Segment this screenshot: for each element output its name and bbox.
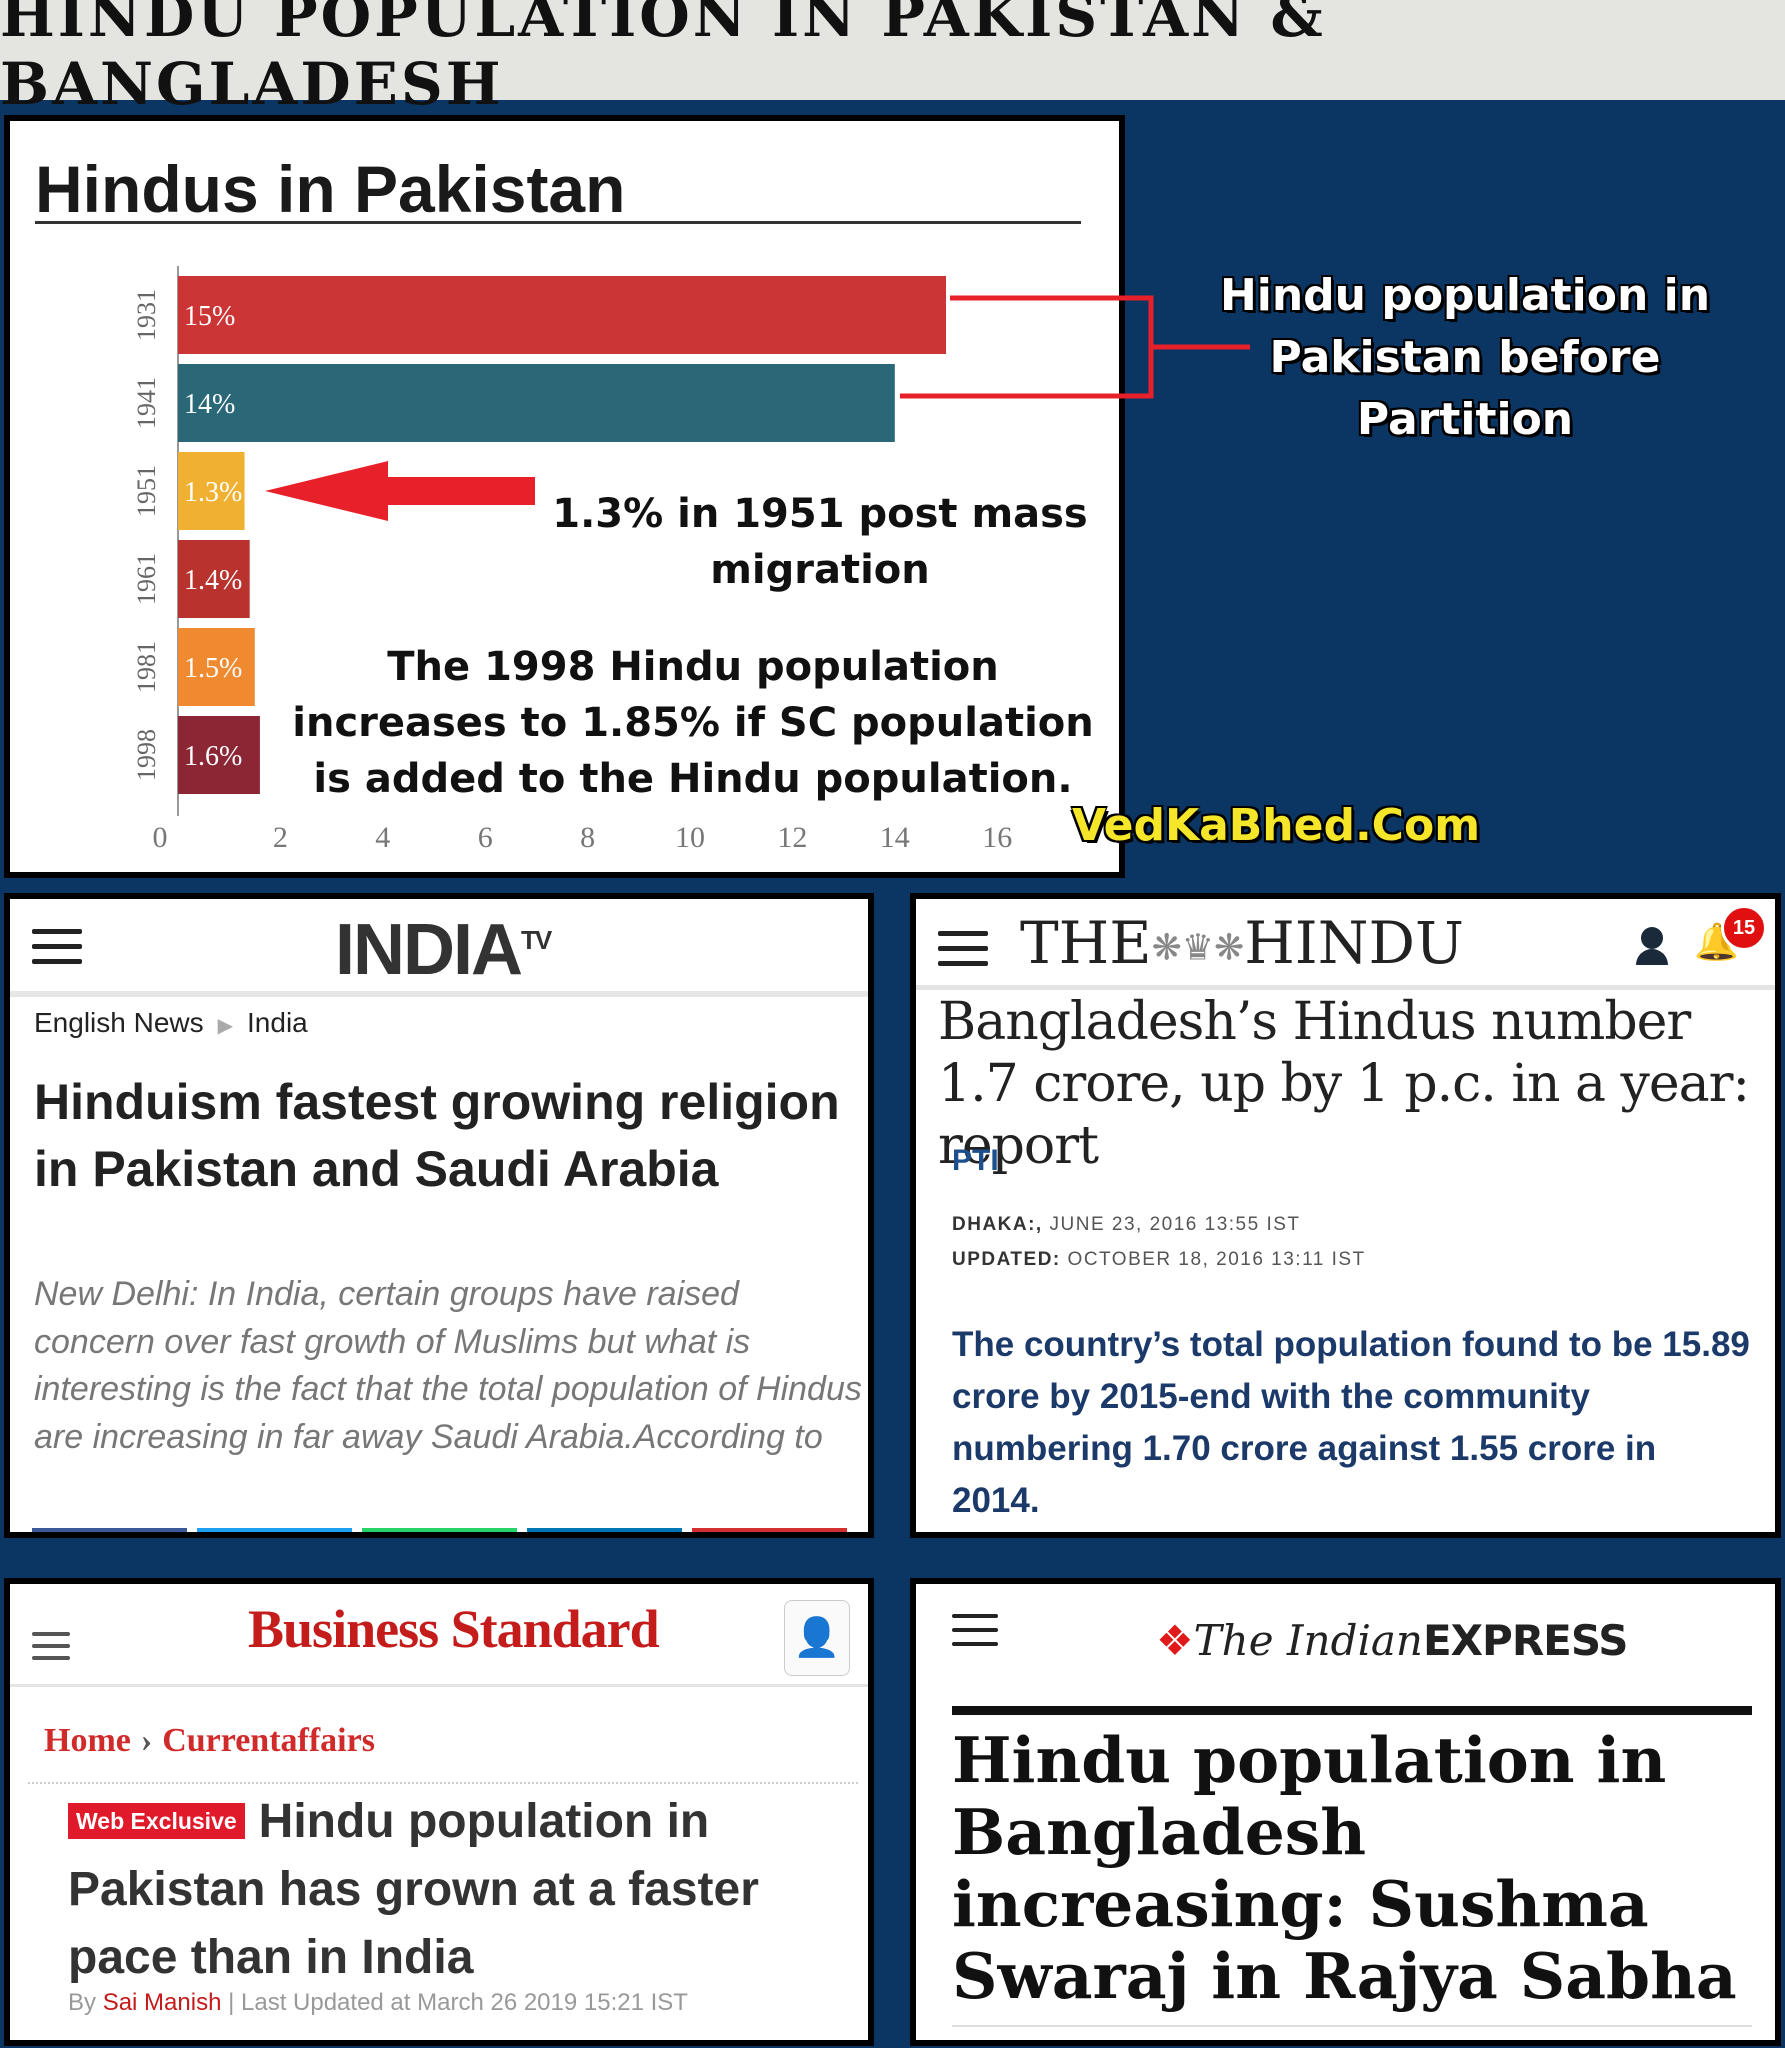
breadcrumb-india[interactable]: India (247, 1007, 308, 1038)
arrow-icon (265, 461, 535, 521)
breadcrumb: English News ▶ India (34, 1007, 308, 1039)
thehindu-card: THE❋♛❋HINDU 🔔 15 Bangladesh’s Hindus num… (910, 893, 1781, 1538)
x-tick-0: 0 (153, 821, 168, 854)
bracket-line (900, 295, 1154, 399)
category-label-1931: 1931 (132, 289, 161, 341)
breadcrumb: Home › Currentaffairs (44, 1722, 375, 1760)
arrow-annotation: 1.3% in 1951 post mass migration (552, 491, 1088, 593)
article-headline[interactable]: Bangladesh’s Hindus number 1.7 crore, up… (938, 992, 1750, 1176)
divider (28, 1782, 858, 1784)
header-divider (10, 1684, 868, 1687)
article-summary: New Delhi: In India, certain groups have… (34, 1275, 862, 1456)
bar-label-1998: 1.6% (184, 741, 242, 772)
indiatv-logo[interactable]: INDIATV (335, 910, 552, 990)
side-note: Hindu population in Pakistan before Part… (1219, 270, 1711, 445)
web-exclusive-badge: Web Exclusive (68, 1803, 245, 1839)
share-facebook-button[interactable] (32, 1528, 187, 1532)
share-twitter-button[interactable] (197, 1528, 352, 1532)
x-tick-14: 14 (880, 821, 910, 854)
indianexpress-logo[interactable]: ❖The IndianEXPRESS (1156, 1616, 1628, 1665)
menu-icon[interactable] (32, 1632, 70, 1668)
bizstd-logo[interactable]: Business Standard (248, 1599, 660, 1659)
bar-label-1961: 1.4% (184, 565, 242, 596)
share-whatsapp-button[interactable] (362, 1528, 517, 1532)
menu-icon[interactable] (952, 1614, 998, 1656)
breadcrumb-home[interactable]: Home (44, 1722, 131, 1759)
article-summary: The country’s total population found to … (952, 1325, 1750, 1520)
title-rule (35, 221, 1081, 224)
header-rule (952, 1706, 1752, 1715)
divider (952, 2025, 1752, 2027)
category-label-1951: 1951 (132, 465, 161, 517)
page-banner: HINDU POPULATION IN PAKISTAN & BANGLADES… (0, 0, 1785, 118)
category-label-1961: 1961 (132, 553, 161, 605)
header-divider (916, 985, 1775, 990)
bar-label-1941: 14% (184, 389, 235, 420)
bar-label-1951: 1.3% (184, 477, 242, 508)
bar-chart: 15% 1931 14% 1941 1.3% 1951 1.4% 1961 1.5% 1981 1.… (132, 266, 1012, 854)
bar-1931 (178, 276, 946, 354)
banner-title: HINDU POPULATION IN PAKISTAN & BANGLADES… (0, 0, 1326, 118)
menu-icon[interactable] (938, 931, 988, 976)
crest-icon: ❋♛❋ (1151, 927, 1245, 969)
chevron-right-icon: ▶ (217, 1015, 234, 1037)
x-tick-16: 16 (982, 821, 1012, 854)
x-tick-2: 2 (273, 821, 288, 854)
indiatv-card: INDIATV English News ▶ India Hinduism fast… (4, 893, 874, 1538)
chart-panel: Hindus in Pakistan 15% 1931 14% 1941 1.3% 195… (4, 115, 1125, 878)
category-label-1981: 1981 (132, 641, 161, 693)
share-linkedin-button[interactable] (527, 1528, 682, 1532)
share-email-button[interactable] (692, 1528, 847, 1532)
bar-1981 (178, 628, 255, 706)
x-tick-8: 8 (580, 821, 595, 854)
article-headline[interactable]: Hinduism fastest growing religion in Pak… (34, 1074, 840, 1197)
menu-icon[interactable] (32, 929, 82, 974)
x-tick-6: 6 (478, 821, 493, 854)
note-1998: The 1998 Hindu population increases to 1… (292, 644, 1094, 802)
article-headline[interactable]: Hindu population in Bangladesh increasin… (952, 1723, 1737, 2013)
bizstd-card: Business Standard 👤 Home › Currentaffairs … (4, 1578, 874, 2046)
article-dates: DHAKA:, JUNE 23, 2016 13:55 IST UPDATED:… (952, 1214, 1366, 1270)
category-label-1941: 1941 (132, 377, 161, 429)
bar-1961 (178, 540, 250, 618)
watermark: VedKaBhed.Com (1072, 800, 1481, 851)
user-icon[interactable] (1636, 927, 1668, 965)
x-tick-10: 10 (675, 821, 705, 854)
bar-label-1931: 15% (184, 301, 235, 332)
notification-badge: 15 (1721, 905, 1767, 951)
article-headline[interactable]: Web Exclusive Hindu population in Pakista… (68, 1795, 759, 1984)
article-source[interactable]: PTI (952, 1144, 999, 1177)
header-divider (10, 991, 868, 997)
x-tick-4: 4 (375, 821, 390, 854)
x-tick-12: 12 (777, 821, 807, 854)
category-label-1998: 1998 (132, 729, 161, 781)
breadcrumb-section[interactable]: Currentaffairs (162, 1722, 375, 1759)
bar-label-1981: 1.5% (184, 653, 242, 684)
thehindu-logo[interactable]: THE❋♛❋HINDU (1020, 909, 1464, 977)
bar-1998 (178, 716, 260, 794)
logo-mark-icon: ❖ (1156, 1616, 1194, 1665)
indianexpress-card: ❖The IndianEXPRESS Hindu population in B… (910, 1578, 1781, 2046)
author-link[interactable]: Sai Manish (102, 1989, 222, 2016)
breadcrumb-english-news[interactable]: English News (34, 1007, 204, 1038)
bar-1951 (178, 452, 245, 530)
bar-1941 (178, 364, 895, 442)
article-meta: By Sai Manish | Last Updated at March 26… (68, 1989, 688, 2016)
add-user-icon[interactable]: 👤 (784, 1600, 850, 1676)
chevron-right-icon: › (140, 1722, 153, 1759)
chart-title: Hindus in Pakistan (35, 152, 626, 226)
